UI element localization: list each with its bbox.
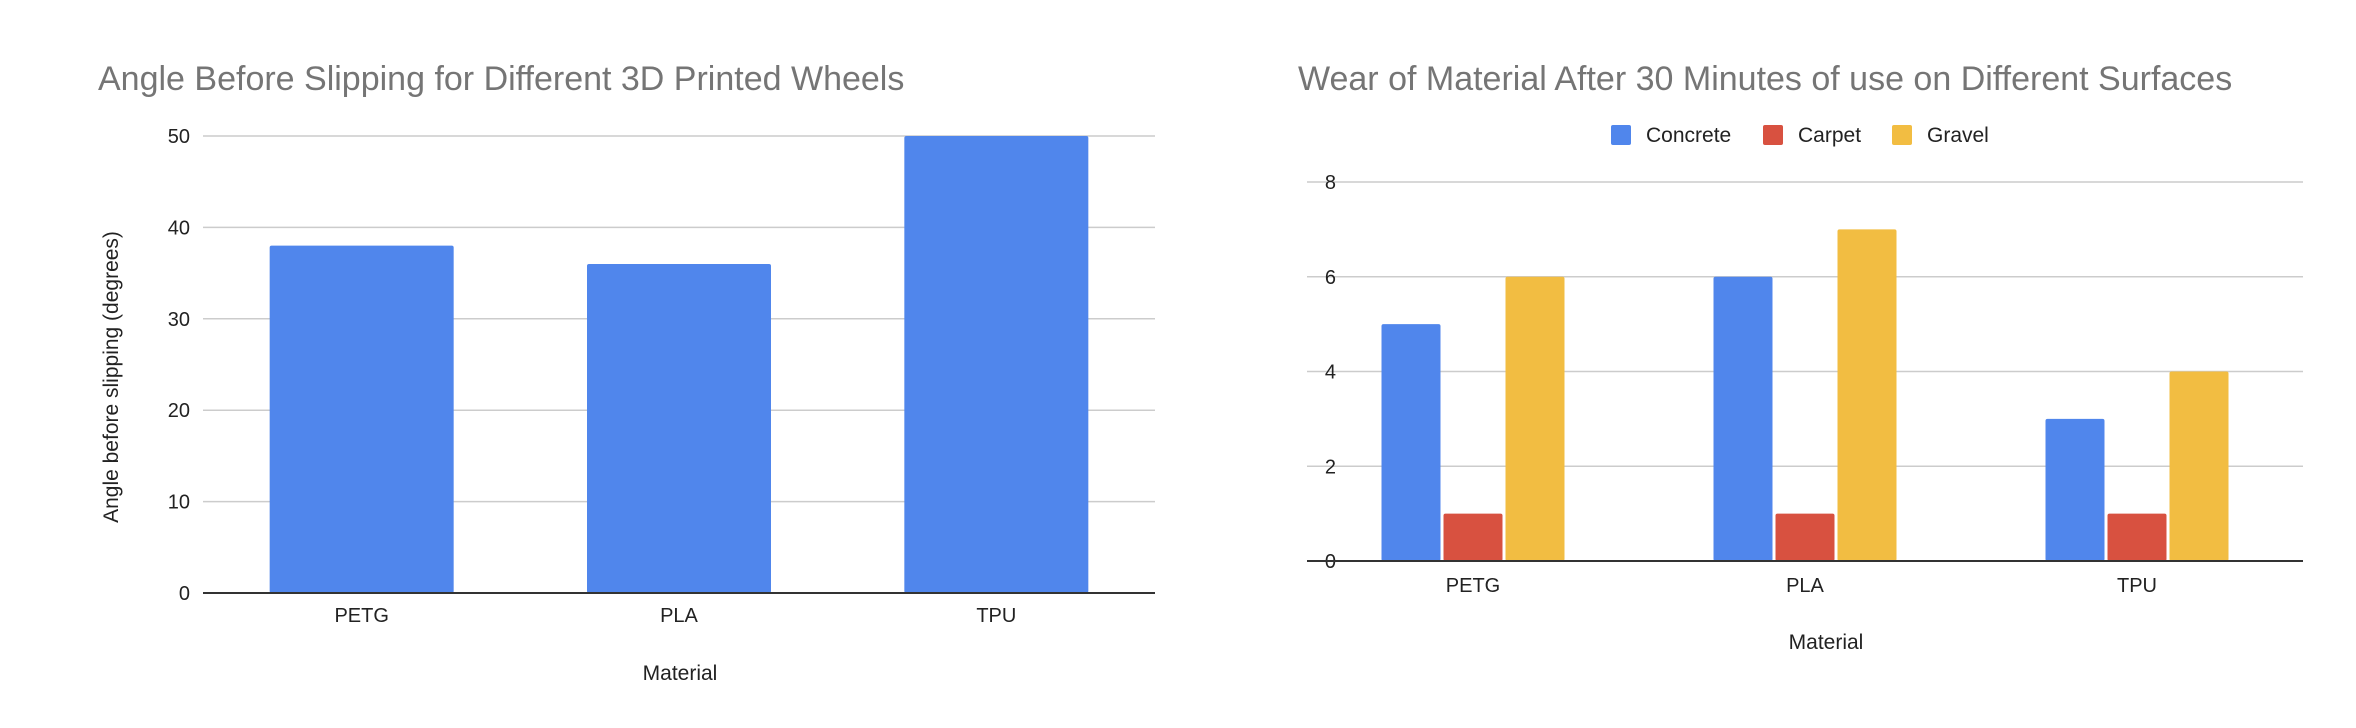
chart1-y-tick-label: 50 bbox=[168, 126, 190, 148]
chart2-x-tick-label: PLA bbox=[1786, 575, 1824, 597]
legend-label-concrete: Concrete bbox=[1646, 124, 1731, 147]
chart1-y-tick-label: 10 bbox=[168, 492, 190, 514]
legend-label-carpet: Carpet bbox=[1798, 124, 1861, 147]
legend-label-gravel: Gravel bbox=[1927, 124, 1989, 147]
chart2-x-tick-label: TPU bbox=[2117, 575, 2157, 597]
chart1-x-tick-label: PLA bbox=[660, 605, 698, 627]
legend-swatch-concrete bbox=[1611, 125, 1631, 145]
chart2-bar-tpu-carpet bbox=[2107, 513, 2167, 561]
chart2-y-tick-label: 4 bbox=[1325, 362, 1336, 384]
chart1-bar-petg bbox=[269, 245, 454, 593]
chart1-bar-tpu bbox=[904, 136, 1089, 593]
chart2-bar-petg-carpet bbox=[1443, 513, 1503, 561]
chart1-y-tick-label: 30 bbox=[168, 309, 190, 331]
chart2-bar-tpu-gravel bbox=[2169, 371, 2229, 561]
chart2-bar-pla-gravel bbox=[1837, 229, 1897, 561]
chart1-x-axis-title: Material bbox=[643, 662, 718, 685]
chart1-x-tick-label: TPU bbox=[976, 605, 1016, 627]
chart1-title: Angle Before Slipping for Different 3D P… bbox=[98, 60, 904, 98]
chart2-x-axis-title: Material bbox=[1789, 631, 1864, 654]
chart1-y-axis-title: Angle before slipping (degrees) bbox=[100, 231, 123, 523]
chart2-y-tick-label: 8 bbox=[1325, 172, 1336, 194]
legend-swatch-carpet bbox=[1763, 125, 1783, 145]
chart1-y-tick-label: 40 bbox=[168, 217, 190, 239]
chart2-bar-tpu-concrete bbox=[2045, 418, 2105, 561]
chart2-bar-petg-concrete bbox=[1381, 324, 1441, 561]
chart-wear-of-material: Wear of Material After 30 Minutes of use… bbox=[1298, 60, 2303, 654]
chart1-y-tick-label: 0 bbox=[179, 583, 190, 605]
chart1-y-tick-label: 20 bbox=[168, 400, 190, 422]
chart2-title: Wear of Material After 30 Minutes of use… bbox=[1298, 60, 2232, 98]
chart1-x-tick-label: PETG bbox=[334, 605, 388, 627]
chart-angle-before-slipping: Angle Before Slipping for Different 3D P… bbox=[98, 60, 1155, 685]
legend-swatch-gravel bbox=[1892, 125, 1912, 145]
chart2-y-tick-label: 2 bbox=[1325, 456, 1336, 478]
chart2-bar-pla-concrete bbox=[1713, 276, 1773, 561]
chart2-bar-pla-carpet bbox=[1775, 513, 1835, 561]
chart2-bar-petg-gravel bbox=[1505, 276, 1565, 561]
chart2-legend: Concrete Carpet Gravel bbox=[1611, 124, 1989, 147]
chart2-x-tick-label: PETG bbox=[1446, 575, 1500, 597]
chart2-y-tick-label: 6 bbox=[1325, 267, 1336, 289]
chart1-bar-pla bbox=[587, 263, 771, 593]
